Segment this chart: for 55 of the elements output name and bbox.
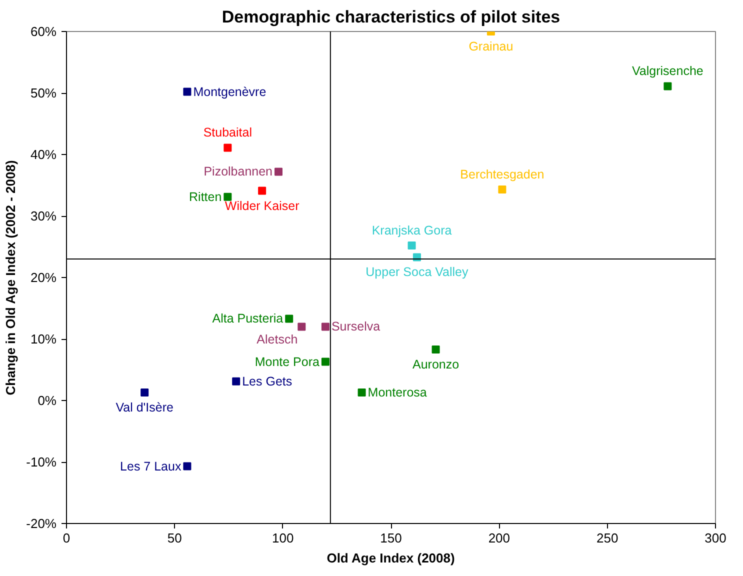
point — [408, 242, 416, 250]
point — [298, 322, 306, 331]
x-tick-label: 150 — [380, 530, 402, 546]
y-tick-label: 10% — [30, 332, 57, 346]
point — [258, 186, 266, 195]
y-tick-label: -10% — [26, 454, 57, 470]
point — [140, 388, 149, 397]
y-tick-label: 30% — [30, 208, 57, 224]
data-label: Grainau — [468, 40, 514, 54]
point — [224, 144, 232, 152]
point — [183, 462, 192, 470]
point — [358, 388, 366, 397]
data-label: Val d'Isère — [116, 400, 174, 415]
data-label: Berchtesgaden — [460, 168, 544, 182]
y-tick-label: 60% — [30, 24, 57, 39]
data-label: Upper Soca Valley — [366, 265, 470, 280]
point — [321, 358, 330, 366]
data-label: Les 7 Laux — [120, 459, 182, 474]
y-tick-label: 20% — [30, 270, 57, 285]
data-label: Wilder Kaiser — [224, 198, 300, 213]
point — [274, 168, 283, 176]
data-label: Kranjska Gora — [372, 224, 452, 238]
data-label: Les Gets — [242, 374, 292, 388]
x-tick-label: 50 — [167, 530, 182, 546]
chart-title: Demographic characteristics of pilot sites — [222, 8, 560, 26]
y-axis-title: Change in Old Age Index (2002 - 2008) — [3, 160, 18, 396]
data-label: Stubaital — [203, 126, 252, 140]
point — [498, 186, 506, 194]
x-axis-title: Old Age Index (2008) — [326, 550, 455, 566]
data-label: Auronzo — [412, 357, 460, 372]
data-label: Monterosa — [368, 386, 427, 400]
x-tick-label: 200 — [488, 530, 510, 546]
point — [432, 345, 440, 354]
x-tick-label: 250 — [596, 530, 618, 546]
data-label: Ritten — [189, 190, 222, 204]
x-tick-label: 100 — [272, 530, 294, 546]
x-tick-label: 300 — [704, 530, 726, 546]
y-tick-label: 40% — [30, 147, 57, 162]
point — [183, 88, 192, 96]
data-label: Aletsch — [256, 332, 298, 347]
point — [285, 314, 294, 323]
y-tick-label: 0% — [38, 393, 57, 408]
point — [664, 82, 672, 90]
data-label: Pizolbannen — [204, 164, 273, 179]
point — [321, 322, 330, 331]
y-tick-label: 50% — [30, 86, 57, 100]
y-tick-label: -20% — [26, 516, 57, 531]
data-label: Alta Pusteria — [212, 312, 284, 326]
point — [224, 192, 232, 201]
data-label: Montgenèvre — [193, 84, 266, 99]
point — [232, 377, 240, 386]
data-label: Monte Pora — [254, 354, 320, 369]
data-label: Valgrisenche — [632, 64, 704, 78]
data-label: Surselva — [331, 320, 380, 334]
x-tick-label: 0 — [62, 530, 70, 546]
